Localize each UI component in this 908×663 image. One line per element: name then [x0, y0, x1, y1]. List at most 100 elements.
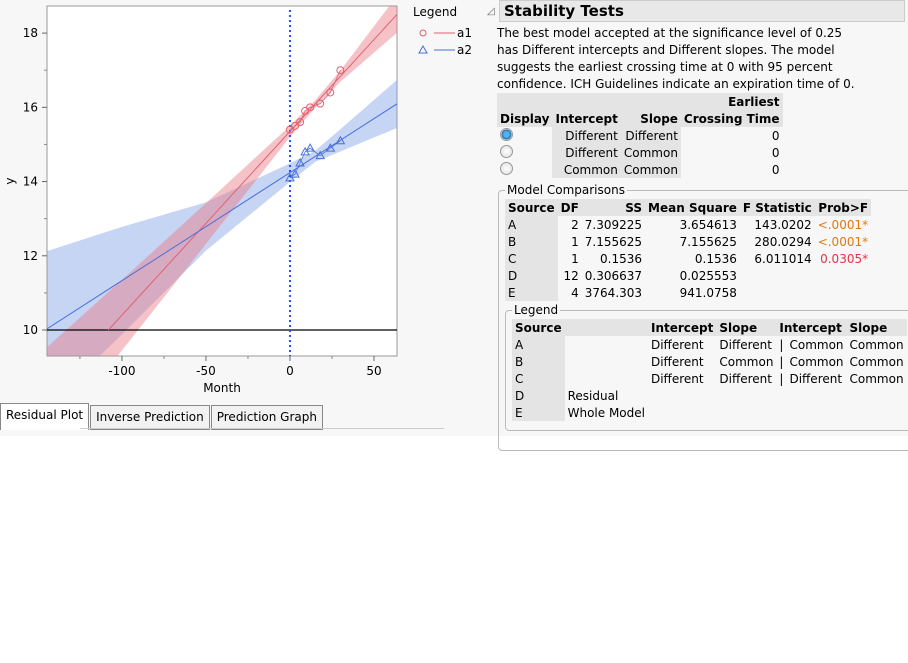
legend-header: Source — [512, 319, 565, 336]
header-crossing: Crossing Time — [680, 110, 783, 127]
collapse-triangle-icon[interactable]: ◿ — [487, 5, 495, 17]
legend-cell: B — [512, 353, 565, 370]
data-point-a1 — [291, 121, 300, 130]
x-axis-label[interactable]: Month — [203, 381, 241, 395]
legend-cell — [786, 387, 846, 404]
mc-cell: 7.155625 — [584, 234, 643, 249]
mc-cell: 0.1536 — [600, 251, 643, 266]
table-row: C 1 0.1536 0.1536 6.011014 0.0305* — [505, 250, 871, 267]
table-row: C Different Different | Different Common — [512, 370, 907, 387]
mc-cell: C — [505, 250, 558, 267]
mc-cell — [740, 284, 815, 301]
data-point-a1 — [316, 99, 325, 108]
legend-cell — [716, 387, 776, 404]
mc-cell: 7.155625 — [679, 234, 737, 249]
intercept-cell: Common — [552, 161, 621, 178]
data-point-a2 — [290, 169, 300, 178]
model-comparisons-group: Model Comparisons Source DF SS Mean Square F… — [498, 183, 908, 451]
legend-header: Slope — [716, 319, 777, 336]
mc-cell: 0.1536 — [694, 251, 737, 266]
tab-bar: Residual Plot Inverse Prediction Predict… — [0, 403, 324, 430]
header-earliest: Earliest — [680, 93, 783, 110]
legend-table: Source Intercept Slope Intercept Slope A Diff… — [512, 319, 907, 421]
legend-cell: E — [512, 404, 565, 421]
mc-cell: 12 — [563, 268, 579, 283]
slope-cell: Different — [620, 127, 681, 144]
mc-cell: 3.654613 — [679, 217, 737, 232]
data-point-a1 — [301, 107, 310, 116]
mc-cell: 3764.303 — [584, 285, 643, 300]
data-point-a1 — [336, 66, 345, 75]
display-radio[interactable] — [500, 127, 513, 141]
y-axis-label[interactable]: y — [3, 177, 17, 184]
tab-inverse-prediction[interactable]: Inverse Prediction — [90, 405, 210, 430]
fit-line-a1 — [107, 14, 397, 331]
data-point-a2 — [315, 150, 326, 160]
legend-cell — [716, 404, 776, 421]
legend-cell: Whole Model — [567, 405, 645, 420]
data-line-a1 — [289, 70, 341, 130]
display-radio[interactable] — [500, 144, 513, 158]
mc-header: DF — [557, 199, 582, 216]
legend-cell: D — [512, 387, 565, 404]
legend-cell: Different — [650, 337, 704, 352]
crossing-time-cell: 0 — [771, 145, 780, 160]
data-point-a1 — [326, 88, 335, 97]
y-tick-label: 16 — [23, 100, 38, 114]
mc-cell: 0.0305* — [820, 251, 869, 266]
display-radio[interactable] — [500, 161, 513, 175]
data-point-a2 — [325, 143, 336, 152]
legend-cell: Residual — [567, 388, 619, 403]
mc-header: F Statistic — [739, 199, 815, 216]
data-point-a2 — [335, 135, 346, 145]
legend-cell: Different — [719, 371, 772, 386]
x-tick-label: -50 — [196, 364, 216, 378]
legend-cell: Common — [789, 354, 844, 369]
mc-header: SS — [581, 199, 646, 216]
mc-cell: 0.306637 — [584, 268, 643, 283]
legend-label-a1[interactable]: a1 — [457, 26, 472, 40]
stability-row: Common Common 0 — [497, 161, 783, 178]
legend-cell: Common — [849, 371, 904, 386]
legend-cell — [565, 370, 648, 387]
app-window: 10 12 14 16 18 -100 -50 0 50 Month y Legend a1 a2 Res… — [0, 0, 908, 451]
data-point-a2 — [305, 143, 315, 152]
tab-residual-plot[interactable]: Residual Plot — [0, 403, 90, 430]
tab-divider — [80, 428, 444, 429]
table-row: D Residual — [512, 387, 907, 404]
legend-cell — [648, 387, 716, 404]
mc-cell: <.0001* — [817, 234, 869, 249]
mc-cell: B — [505, 233, 558, 250]
legend-cell — [565, 336, 648, 353]
mc-header: Mean Square — [645, 199, 740, 216]
y-tick-label: 14 — [23, 175, 38, 189]
data-point-a1 — [296, 118, 305, 127]
legend-cell: Common — [789, 337, 844, 352]
model-comparisons-title: Model Comparisons — [507, 183, 625, 197]
mc-cell: A — [505, 216, 558, 233]
legend-cell — [565, 353, 648, 370]
legend-cell — [786, 404, 846, 421]
data-point-a1 — [285, 125, 294, 134]
mc-cell: 2 — [571, 217, 579, 232]
tab-prediction-graph[interactable]: Prediction Graph — [210, 405, 323, 430]
legend-marker-a2[interactable] — [418, 44, 428, 54]
mc-cell: 280.0294 — [754, 234, 812, 249]
header-display: Display — [497, 110, 553, 127]
table-row: E 4 3764.303 941.0758 — [505, 284, 871, 301]
table-row: B 1 7.155625 7.155625 280.0294 <.0001* — [505, 233, 871, 250]
table-row: E Whole Model — [512, 404, 907, 421]
mc-header: Prob>F — [814, 199, 872, 216]
stability-table: Earliest Display Intercept Slope Crossing T… — [497, 93, 783, 178]
panel-title[interactable]: Stability Tests — [499, 0, 905, 22]
legend-marker-a1[interactable] — [419, 29, 427, 37]
legend-header: Intercept — [647, 319, 717, 336]
mc-cell — [815, 267, 871, 284]
crossing-time-cell: 0 — [771, 162, 780, 177]
legend-cell: | — [779, 371, 784, 386]
legend-cell: A — [512, 336, 565, 353]
intercept-cell: Different — [552, 144, 621, 161]
legend-label-a2[interactable]: a2 — [457, 43, 472, 57]
legend-cell: Different — [650, 371, 704, 386]
